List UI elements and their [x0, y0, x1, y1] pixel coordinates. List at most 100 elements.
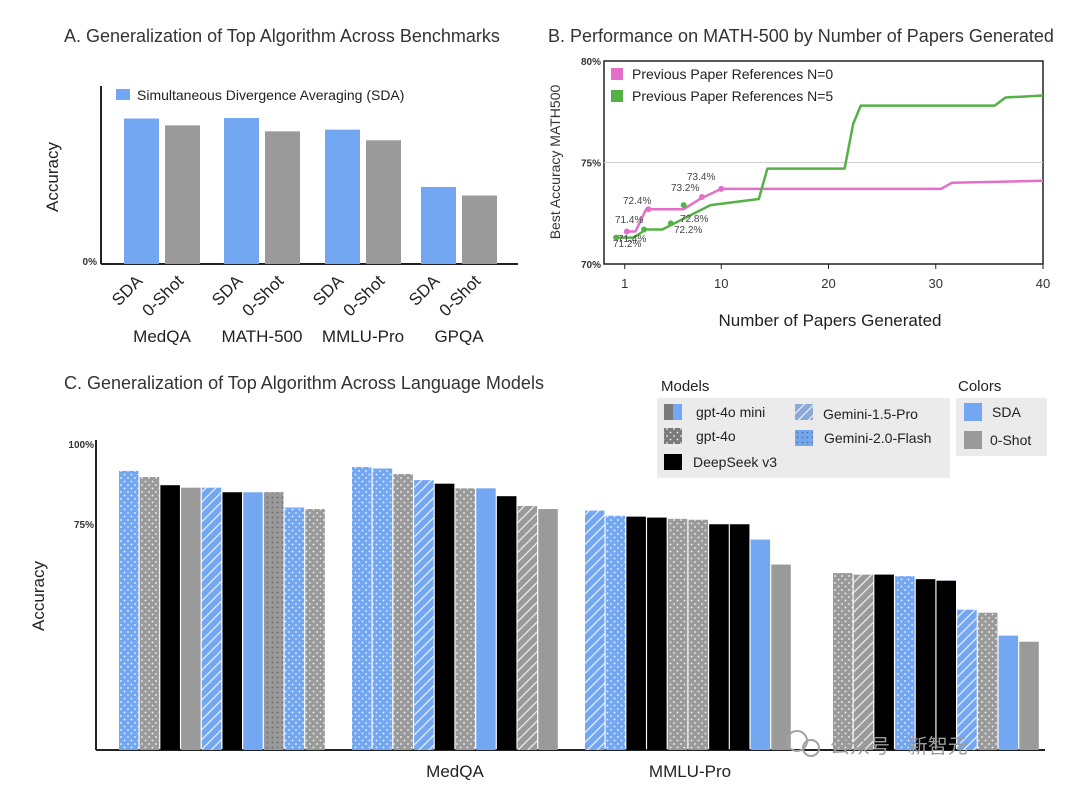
- panel-c-bar-pattern: [372, 468, 393, 750]
- panel-a-ytick: 0%: [83, 257, 98, 268]
- panel-b-point-green: [613, 234, 620, 241]
- panel-a-title: A. Generalization of Top Algorithm Acros…: [64, 26, 500, 46]
- panel-c-bar-pattern: [853, 574, 874, 750]
- panel-a: A. Generalization of Top Algorithm Acros…: [43, 26, 518, 346]
- color-swatch-sda: [964, 403, 982, 421]
- panel-c-bar: [181, 487, 201, 750]
- watermark-text: 公众号 · 新智元: [830, 735, 968, 758]
- panel-c-xlabel-medqa: MedQA: [426, 762, 484, 781]
- panel-a-category-math-500: MATH-500: [222, 327, 303, 346]
- panel-c-bar-pattern: [352, 466, 372, 750]
- panel-c-bar-pattern: [284, 507, 305, 750]
- panel-a-tick-labels: SDA0-ShotMedQASDA0-ShotMATH-500SDA0-Shot…: [108, 271, 484, 346]
- color-label-zeroshot: 0-Shot: [990, 432, 1031, 448]
- panel-c-bar: [538, 509, 558, 750]
- panel-c-xlabel-mmlupro: MMLU-Pro: [649, 762, 731, 781]
- panel-c-title: C. Generalization of Top Algorithm Acros…: [64, 373, 544, 393]
- panel-a-bar-mmlu-pro-1: [366, 140, 401, 264]
- panel-b-lines: [613, 94, 1044, 241]
- panel-b-point-pink: [718, 185, 725, 192]
- panel-b-legend-pink-swatch: [611, 68, 623, 80]
- color-label-sda: SDA: [992, 404, 1021, 420]
- panel-c-bar: [750, 539, 771, 750]
- panel-b-xtick: 30: [929, 276, 943, 291]
- panel-c-bar: [243, 492, 263, 750]
- panel-c-bar-pattern: [222, 492, 242, 750]
- model-label-gemini20: Gemini-2.0-Flash: [824, 430, 931, 446]
- panel-c-bar: [771, 564, 791, 750]
- model-swatch-gpt4omini-blue: [673, 404, 682, 420]
- panel-b-point-pink: [623, 228, 630, 235]
- panel-b-annotation: 73.2%: [671, 183, 699, 194]
- panel-c: C. Generalization of Top Algorithm Acros…: [29, 373, 1047, 781]
- color-swatch-zeroshot: [964, 431, 982, 449]
- model-swatch-gemini15-pattern: [795, 404, 813, 420]
- panel-a-bar-label: 0-Shot: [138, 271, 187, 320]
- colors-legend-title: Colors: [958, 378, 1001, 395]
- panel-a-category-medqa: MedQA: [133, 327, 191, 346]
- panel-c-bar-pattern: [936, 580, 956, 750]
- panel-b-xtick: 20: [821, 276, 835, 291]
- panel-b-annotation: 71.4%: [618, 234, 646, 245]
- panel-b-xtick: 1: [621, 276, 628, 291]
- model-label-gpt4omini: gpt-4o mini: [696, 404, 765, 420]
- panel-c-ylabel: Accuracy: [29, 561, 48, 631]
- panel-b-annotation: 73.4%: [687, 172, 715, 183]
- watermark: 公众号 · 新智元: [786, 730, 968, 758]
- panel-c-ytick-100: 100%: [68, 440, 94, 451]
- wechat-icon-inner: [802, 739, 820, 757]
- panel-c-bar-pattern: [434, 483, 455, 750]
- panel-c-bar-pattern: [305, 509, 325, 750]
- panel-c-bar: [1019, 641, 1039, 750]
- panel-c-bar-pattern: [119, 470, 139, 750]
- panel-c-bar-pattern: [201, 487, 222, 750]
- panel-b-ticks: 70% 75% 80% 1 10 20 30 40: [581, 57, 1050, 291]
- panel-a-bar-gpqa-0: [421, 186, 456, 264]
- panel-b-series-1: [614, 94, 1044, 239]
- panel-b-point-green: [680, 202, 687, 209]
- panel-b-point-green: [641, 226, 648, 233]
- panel-c-bar-pattern: [517, 506, 538, 750]
- panel-c-bar-pattern: [915, 579, 936, 750]
- panel-a-category-gpqa: GPQA: [434, 327, 484, 346]
- panel-c-bar-pattern: [160, 485, 180, 750]
- panel-c-bar-pattern: [455, 488, 475, 750]
- panel-c-bar-pattern: [709, 524, 729, 750]
- panel-b-title: B. Performance on MATH-500 by Number of …: [548, 26, 1054, 46]
- panel-c-bar-pattern: [729, 524, 750, 750]
- panel-a-bar-label: 0-Shot: [238, 271, 287, 320]
- panel-c-bar-pattern: [874, 574, 894, 750]
- panel-c-bar-pattern: [626, 516, 646, 750]
- panel-c-bar-pattern: [688, 519, 708, 750]
- panel-c-bar-pattern: [895, 576, 915, 750]
- panel-c-bar-pattern: [957, 609, 977, 750]
- panel-a-ylabel: Accuracy: [43, 142, 62, 212]
- panel-a-bar-medqa-0: [124, 118, 159, 265]
- panel-a-bar-math-500-1: [265, 131, 300, 264]
- model-swatch-gpt4o-pattern: [664, 428, 682, 444]
- panel-a-category-mmlu-pro: MMLU-Pro: [322, 327, 404, 346]
- panel-c-bar-pattern: [585, 510, 605, 750]
- panel-c-bar-pattern: [414, 480, 434, 750]
- panel-c-bar-pattern: [263, 492, 284, 750]
- panel-a-bar-label: 0-Shot: [435, 271, 484, 320]
- panel-c-bars: [119, 466, 1039, 750]
- panel-b: B. Performance on MATH-500 by Number of …: [547, 26, 1054, 330]
- panel-a-legend-label: Simultaneous Divergence Averaging (SDA): [137, 87, 404, 103]
- panel-a-bars: [124, 118, 497, 265]
- model-label-gemini15: Gemini-1.5-Pro: [823, 406, 918, 422]
- panel-c-bar: [998, 635, 1019, 750]
- panel-b-ytick: 75%: [581, 159, 601, 170]
- panel-b-xlabel: Number of Papers Generated: [718, 311, 941, 330]
- panel-b-annotation: 71.4%: [615, 215, 643, 226]
- panel-b-legend-green: Previous Paper References N=5: [632, 88, 833, 104]
- panel-b-ytick: 80%: [581, 57, 601, 68]
- panel-c-bar: [476, 488, 496, 750]
- model-label-deepseek: DeepSeek v3: [693, 454, 777, 470]
- panel-b-point-pink: [698, 194, 705, 201]
- model-swatch-gemini20-pattern: [795, 430, 813, 446]
- panel-a-bar-gpqa-1: [462, 195, 497, 264]
- model-label-gpt4o: gpt-4o: [696, 428, 736, 444]
- panel-b-annotation: 72.4%: [623, 196, 651, 207]
